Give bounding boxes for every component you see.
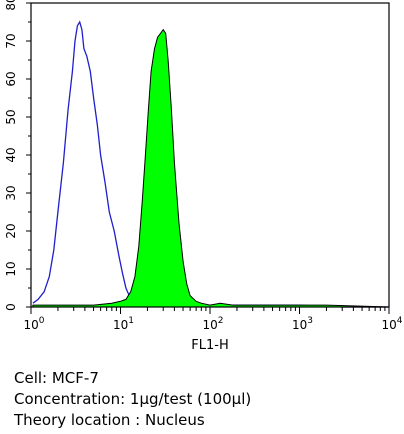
x-tick-label: 102 (202, 316, 223, 332)
y-tick-label: 60 (4, 71, 18, 86)
y-tick-label: 0 (4, 303, 18, 311)
x-axis-label: FL1-H (191, 338, 228, 353)
y-tick-label: 30 (4, 185, 18, 200)
y-tick-label: 40 (4, 147, 18, 162)
series-0-outline-histogram (32, 20, 389, 308)
y-tick-label: 70 (4, 33, 18, 48)
y-tick-label: 20 (4, 223, 18, 238)
tick-layer (26, 2, 390, 314)
y-tick-label: 10 (4, 261, 18, 276)
flow-cytometry-histogram: 0 10 20 30 40 50 60 70 80 100 101 102 103 104 FL1-H (4, 0, 403, 353)
y-tick-label: 50 (4, 109, 18, 124)
y-tick-label: 80 (4, 0, 18, 11)
x-tick-label: 101 (113, 316, 134, 332)
x-tick-label: 100 (23, 316, 44, 332)
caption-theory-location: Theory location : Nucleus (14, 411, 205, 429)
series-1-filled-histogram (32, 28, 390, 308)
caption-concentration: Concentration: 1µg/test (100µl) (14, 390, 252, 408)
x-tick-label: 103 (292, 316, 313, 332)
caption-cell: Cell: MCF-7 (14, 369, 99, 387)
series-layer (32, 20, 390, 308)
x-tick-label: 104 (381, 316, 402, 332)
label-layer: 0 10 20 30 40 50 60 70 80 100 101 102 103 104 FL1-H (4, 0, 403, 353)
plot-frame (30, 2, 390, 308)
